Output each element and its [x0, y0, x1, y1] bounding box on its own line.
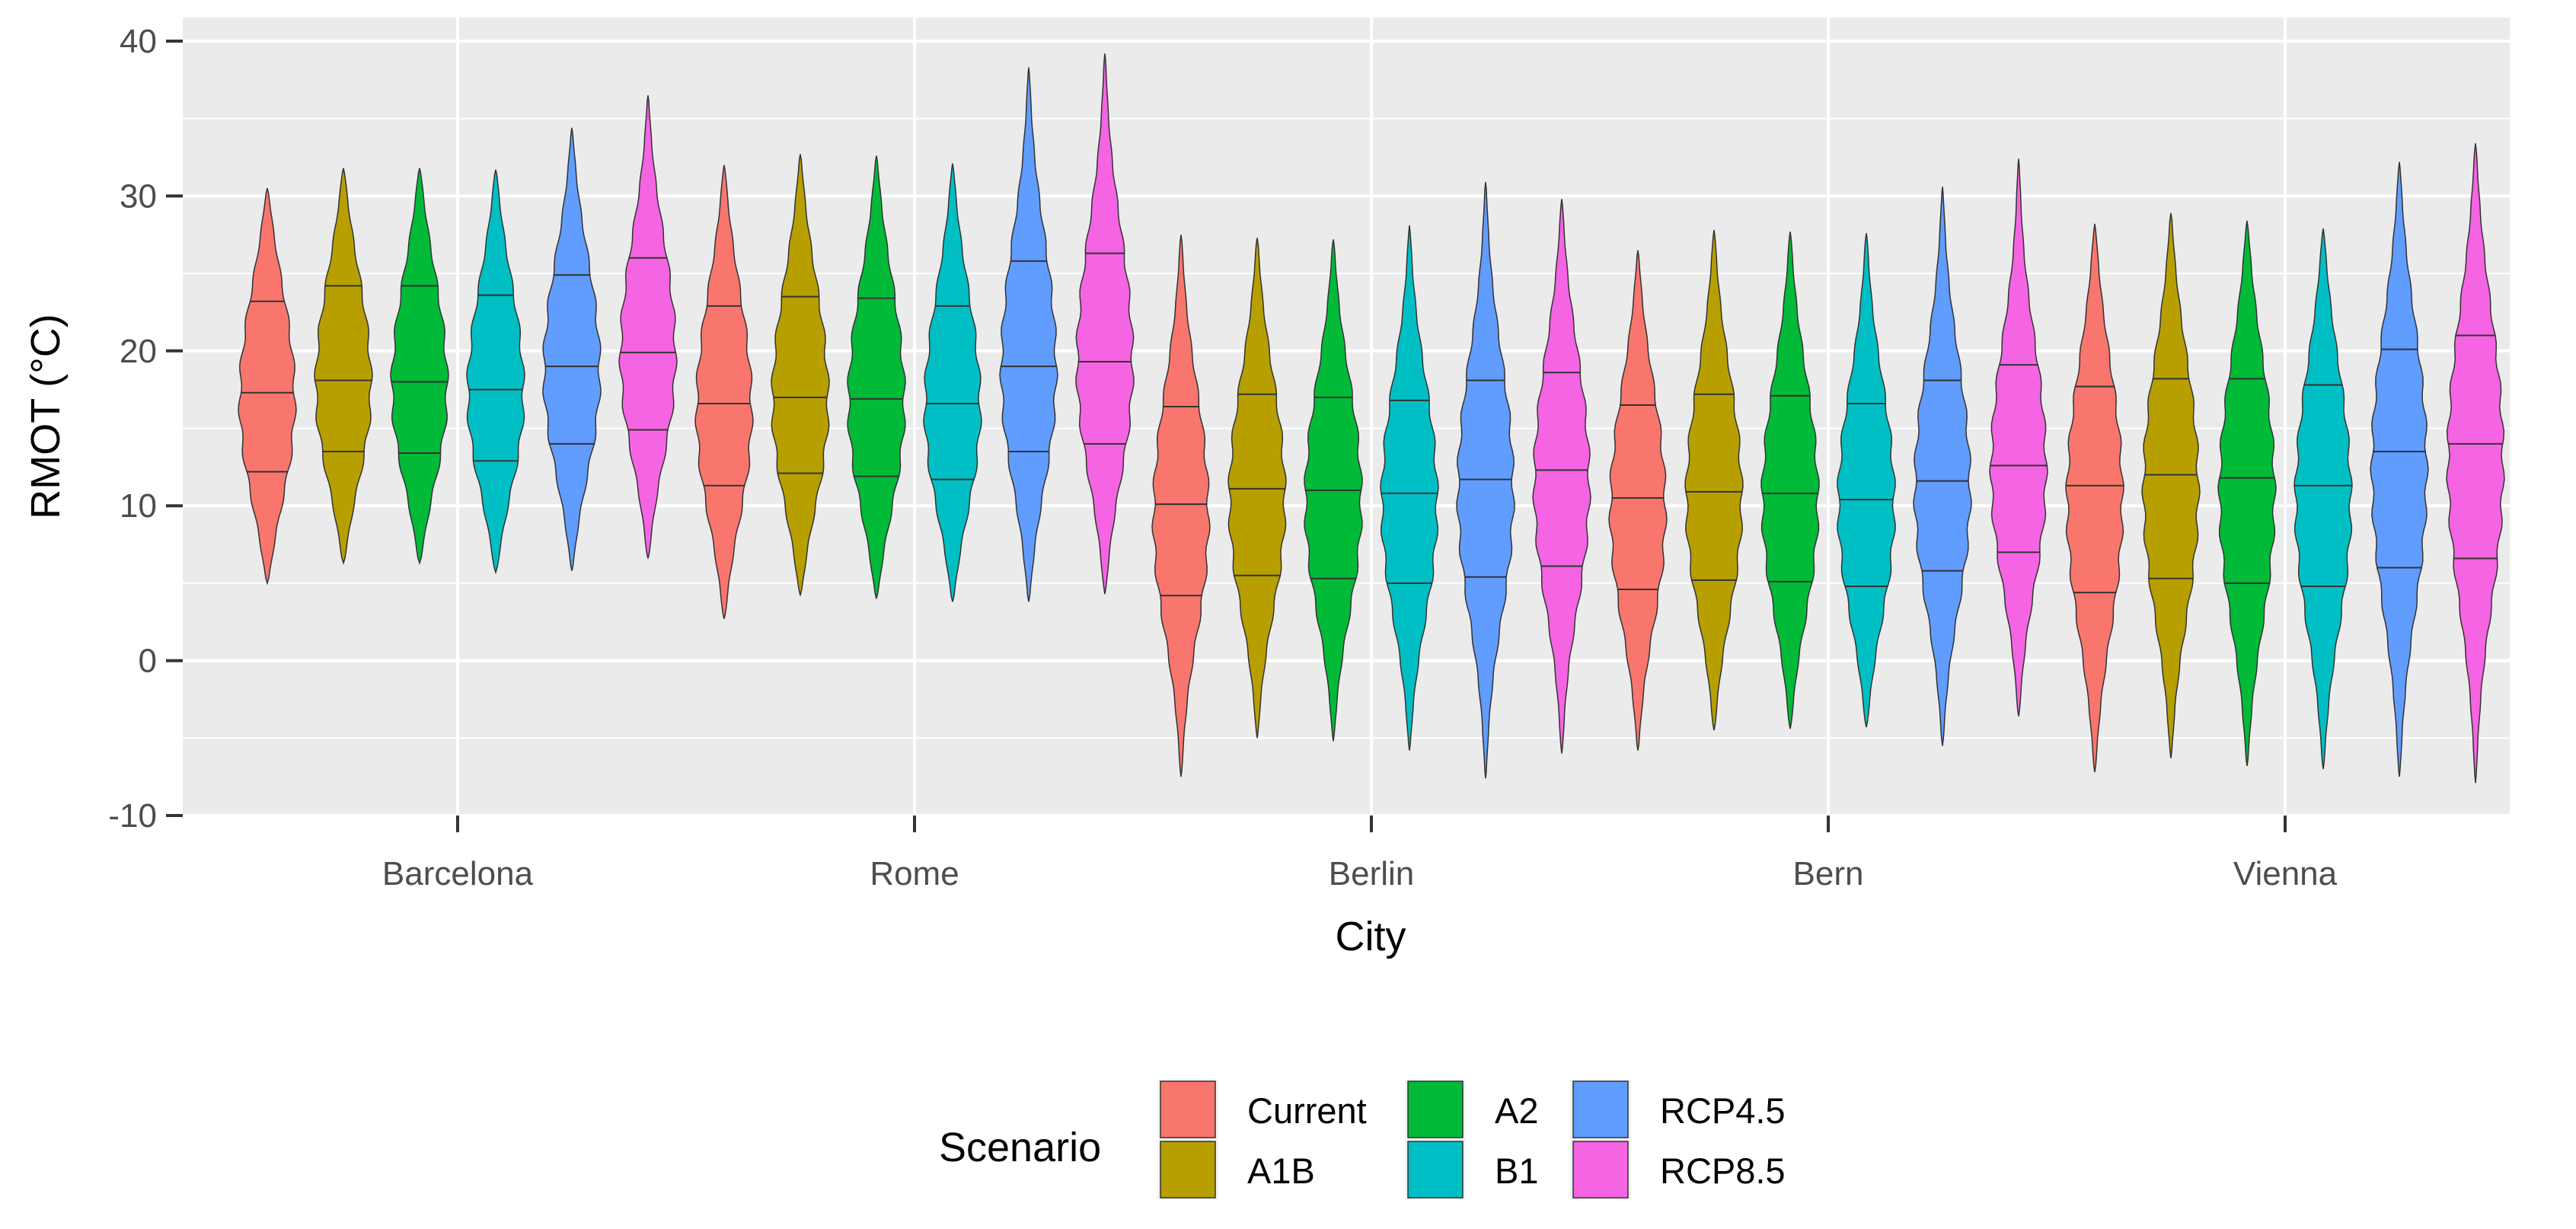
x-tick-label: Vienna	[2233, 855, 2338, 892]
violin-rcp85-rome	[1075, 53, 1135, 595]
y-tick-label: 20	[120, 333, 157, 370]
legend-title: Scenario	[939, 1125, 1101, 1170]
legend-swatch	[1572, 1081, 1629, 1138]
violin-a2-barcelona	[390, 168, 449, 565]
violins	[238, 53, 2505, 784]
y-tick-label: 30	[120, 177, 157, 215]
violin-b1-vienna	[2294, 228, 2353, 770]
violin-rcp45-berlin	[1456, 182, 1515, 779]
violin-rcp45-bern	[1913, 187, 1972, 746]
violin-rcp85-barcelona	[618, 95, 678, 559]
x-axis: Barcelona Rome Berlin Bern Vienna	[382, 816, 2338, 892]
y-tick-label: 10	[120, 487, 157, 525]
violin-b1-barcelona	[466, 169, 525, 575]
violin-current-vienna	[2065, 223, 2124, 773]
violin-b1-rome	[923, 163, 982, 602]
violin-rcp45-rome	[999, 67, 1058, 602]
legend: Scenario Current A1B A2 B1 RCP4.5 RCP8.5	[939, 1080, 1786, 1199]
legend-swatch	[1572, 1141, 1629, 1199]
violin-a1b-barcelona	[314, 168, 373, 566]
violin-rcp85-bern	[1989, 158, 2048, 717]
legend-swatch	[1160, 1081, 1216, 1138]
x-tick-label: Bern	[1793, 855, 1864, 892]
violin-current-barcelona	[238, 188, 297, 586]
violin-current-berlin	[1151, 235, 1211, 777]
y-tick-label: -10	[108, 797, 157, 835]
x-tick-label: Berlin	[1329, 855, 1415, 892]
legend-swatch	[1407, 1141, 1464, 1199]
legend-label: RCP4.5	[1660, 1090, 1786, 1131]
x-tick-label: Rome	[870, 855, 959, 892]
legend-label: Current	[1247, 1090, 1367, 1131]
violin-a2-rome	[847, 155, 906, 599]
violin-a1b-bern	[1684, 230, 1744, 731]
x-axis-title: City	[1336, 914, 1406, 959]
x-tick-label: Barcelona	[382, 855, 534, 892]
violin-current-rome	[694, 164, 754, 619]
y-tick-label: 0	[139, 643, 157, 680]
violin-a1b-vienna	[2141, 212, 2201, 758]
y-tick-label: 40	[120, 23, 157, 60]
violin-a2-vienna	[2217, 220, 2277, 767]
violin-a1b-rome	[771, 154, 830, 596]
violin-a1b-berlin	[1227, 238, 1287, 739]
legend-label: B1	[1495, 1151, 1539, 1191]
violin-a2-bern	[1760, 231, 1820, 729]
violin-b1-bern	[1837, 233, 1896, 728]
violin-rcp45-barcelona	[542, 127, 602, 571]
violin-rcp45-vienna	[2370, 161, 2429, 777]
legend-label: A1B	[1247, 1151, 1315, 1191]
legend-label: A2	[1495, 1090, 1539, 1131]
legend-label: RCP8.5	[1660, 1151, 1786, 1191]
legend-swatch	[1407, 1081, 1464, 1138]
violin-rcp85-vienna	[2446, 143, 2505, 784]
violin-b1-berlin	[1380, 225, 1439, 751]
violin-current-bern	[1608, 250, 1668, 751]
y-axis-title: RMOT (°C)	[23, 314, 69, 519]
violin-rcp85-berlin	[1532, 199, 1591, 754]
legend-swatch	[1160, 1141, 1216, 1199]
y-axis: -10 0 10 20 30 40	[108, 23, 183, 835]
